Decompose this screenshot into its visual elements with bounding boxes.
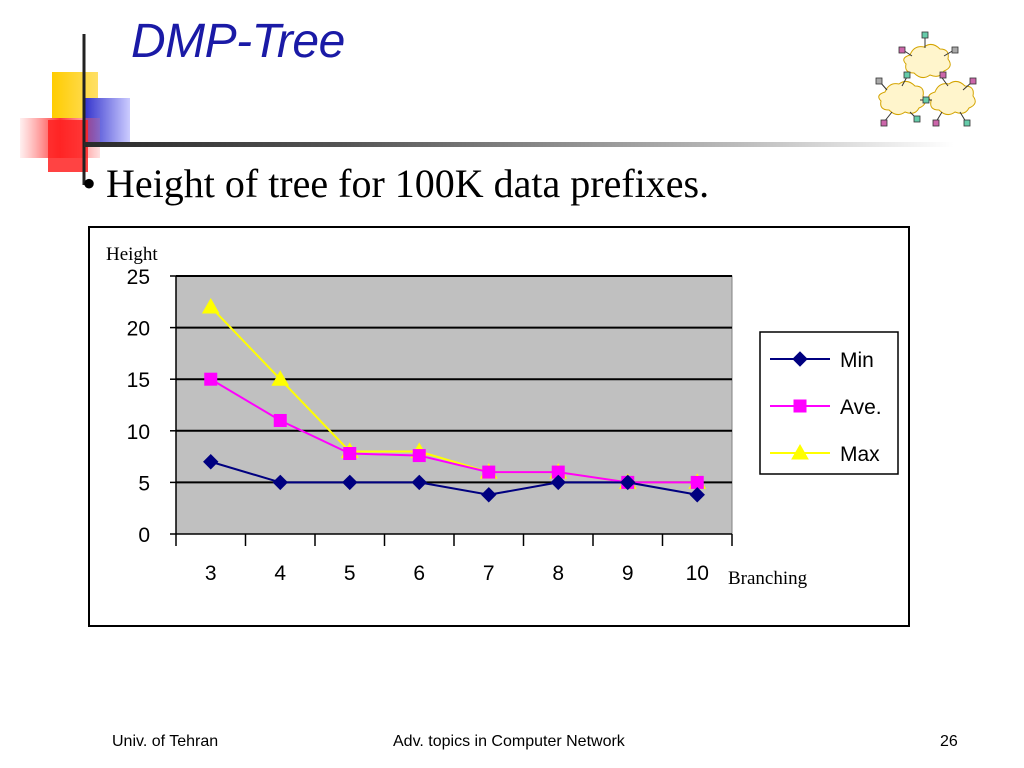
legend-entry: Min xyxy=(770,349,874,372)
y-tick-label: 0 xyxy=(138,524,150,547)
marker-diamond xyxy=(689,487,705,503)
axes: 0 5 10 15 20 25 3 4 5 6 7 8 9 10 xyxy=(127,266,733,585)
series-diamond xyxy=(203,454,705,503)
marker-triangle xyxy=(791,443,809,460)
y-axis-label: Height xyxy=(106,244,158,265)
legend-box xyxy=(759,331,899,475)
marker-diamond xyxy=(550,474,566,491)
legend: Min Ave. Max xyxy=(759,331,899,475)
marker-diamond xyxy=(481,487,497,503)
marker-square xyxy=(793,399,807,413)
x-tick-label: 6 xyxy=(413,562,425,585)
y-tick-label: 25 xyxy=(127,266,150,289)
x-axis-label: Branching xyxy=(728,568,808,589)
bullet-text: • Height of tree for 100K data prefixes. xyxy=(82,161,710,206)
x-tick-label: 10 xyxy=(686,562,709,585)
red-square xyxy=(48,120,88,172)
y-tick-label: 20 xyxy=(127,318,150,341)
marker-square xyxy=(482,465,496,479)
marker-square xyxy=(412,449,426,463)
y-tick-label: 5 xyxy=(138,472,150,495)
legend-entry: Ave. xyxy=(770,396,882,419)
marker-triangle xyxy=(201,297,220,314)
y-tick-label: 10 xyxy=(127,421,150,444)
legend-entry: Max xyxy=(770,443,880,466)
marker-square xyxy=(204,372,218,386)
marker-diamond xyxy=(272,474,288,491)
x-tick-label: 3 xyxy=(205,562,217,585)
footer-course: Adv. topics in Computer Network xyxy=(393,733,625,750)
series-line xyxy=(210,460,698,496)
x-tick-label: 9 xyxy=(622,562,634,585)
marker-square xyxy=(343,447,357,461)
marker-diamond xyxy=(203,454,219,470)
x-tick-label: 4 xyxy=(274,562,286,585)
slide-title: DMP-Tree xyxy=(131,15,345,68)
title-underline xyxy=(84,142,954,147)
legend-label: Max xyxy=(840,443,880,466)
marker-diamond xyxy=(342,474,358,491)
marker-square xyxy=(273,413,287,427)
x-tick-label: 8 xyxy=(552,562,564,585)
marker-diamond xyxy=(792,351,808,367)
x-tick-label: 7 xyxy=(483,562,495,585)
footer-institution: Univ. of Tehran xyxy=(112,733,219,750)
y-tick-label: 15 xyxy=(127,369,150,392)
chart-frame: 0 5 10 15 20 25 3 4 5 6 7 8 9 10 Height Branching Min… xyxy=(88,226,910,627)
legend-label: Min xyxy=(840,349,874,372)
marker-triangle xyxy=(271,370,290,386)
network-clouds-icon xyxy=(875,31,977,127)
series-line xyxy=(210,378,698,484)
marker-diamond xyxy=(620,474,636,491)
line-chart: 0 5 10 15 20 25 3 4 5 6 7 8 9 10 Height Branching Min… xyxy=(106,244,899,589)
legend-label: Ave. xyxy=(840,396,882,419)
plot-area xyxy=(175,275,733,535)
slide-number: 26 xyxy=(940,733,958,750)
x-tick-label: 5 xyxy=(344,562,356,585)
marker-diamond xyxy=(411,474,427,491)
series-layer xyxy=(201,297,707,503)
decorative-squares xyxy=(20,34,130,185)
gridlines xyxy=(176,275,732,484)
marker-square xyxy=(690,475,704,489)
